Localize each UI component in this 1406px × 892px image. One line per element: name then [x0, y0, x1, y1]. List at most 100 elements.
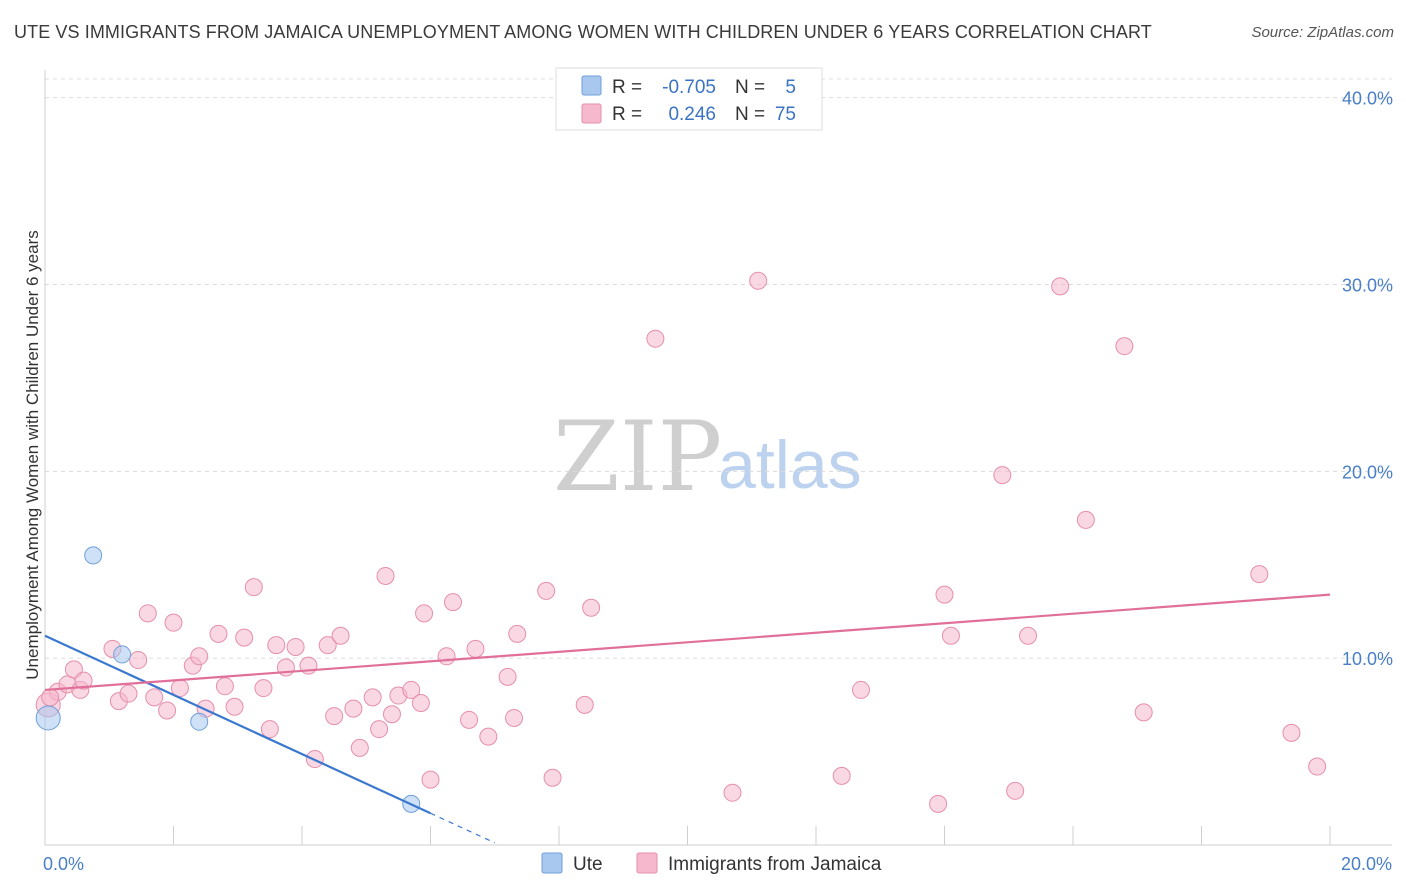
y-tick-label: 20.0%: [1342, 462, 1393, 482]
jamaica-point: [1115, 337, 1134, 356]
series-legend-swatch-jamaica: [636, 852, 658, 874]
chart-title: UTE VS IMMIGRANTS FROM JAMAICA UNEMPLOYM…: [14, 22, 1152, 42]
jamaica-point: [941, 626, 960, 645]
ute-point: [190, 712, 209, 731]
jamaica-point: [415, 604, 434, 623]
jamaica-point: [498, 667, 517, 686]
jamaica-point: [382, 705, 401, 724]
jamaica-point: [543, 768, 562, 787]
jamaica-point: [286, 637, 305, 656]
jamaica-point: [1308, 757, 1327, 776]
jamaica-points: [35, 271, 1327, 813]
x-tick-label-max: 20.0%: [1341, 854, 1392, 874]
jamaica-point: [138, 604, 157, 623]
x-axis-ticks: [44, 826, 1331, 845]
jamaica-point: [1134, 703, 1153, 722]
jamaica-point: [1250, 565, 1269, 584]
ute-point: [35, 705, 61, 731]
jamaica-point: [1282, 723, 1301, 742]
jamaica-point: [254, 679, 273, 698]
jamaica-point: [376, 566, 395, 585]
jamaica-point: [421, 770, 440, 789]
jamaica-point: [851, 680, 870, 699]
jamaica-point: [235, 628, 254, 647]
series-legend-label-jamaica: Immigrants from Jamaica: [668, 854, 882, 875]
jamaica-point: [41, 688, 60, 707]
y-axis-label: Unemployment Among Women with Children U…: [23, 230, 42, 679]
series-legend: Ute Immigrants from Jamaica: [541, 852, 882, 875]
jamaica-point: [402, 680, 421, 699]
jamaica-point: [443, 593, 462, 612]
jamaica-point: [479, 727, 498, 746]
jamaica-point: [74, 671, 93, 690]
legend-n-label-jamaica: N =: [735, 104, 765, 125]
jamaica-point: [363, 688, 382, 707]
jamaica-point: [119, 684, 138, 703]
jamaica-point: [1076, 510, 1095, 529]
series-legend-label-ute: Ute: [573, 854, 603, 875]
jamaica-point: [993, 466, 1012, 485]
jamaica-point: [325, 707, 344, 726]
jamaica-point: [158, 701, 177, 720]
jamaica-point: [215, 677, 234, 696]
jamaica-point: [749, 271, 768, 290]
ute-points: [35, 546, 421, 813]
jamaica-point: [331, 626, 350, 645]
jamaica-point: [190, 647, 209, 666]
stats-legend: R = -0.705 N = 5 R = 0.246 N = 75: [555, 67, 823, 131]
jamaica-point: [225, 697, 244, 716]
y-tick-label: 10.0%: [1342, 649, 1393, 669]
jamaica-point: [344, 699, 363, 718]
jamaica-point: [411, 694, 430, 713]
jamaica-point: [646, 329, 665, 348]
y-tick-label: 30.0%: [1342, 276, 1393, 296]
source-label: Source: ZipAtlas.com: [1251, 24, 1394, 41]
jamaica-point: [244, 578, 263, 597]
y-tick-label: 40.0%: [1342, 89, 1393, 109]
jamaica-point: [209, 624, 228, 643]
jamaica-point: [935, 585, 954, 604]
watermark-zip: ZIP: [553, 401, 722, 513]
jamaica-point: [582, 598, 601, 617]
jamaica-point: [350, 738, 369, 757]
watermark-atlas: atlas: [718, 427, 862, 503]
jamaica-point: [370, 720, 389, 739]
jamaica-point: [575, 695, 594, 714]
jamaica-point: [1006, 781, 1025, 800]
jamaica-point: [1019, 626, 1038, 645]
jamaica-point: [723, 783, 742, 802]
jamaica-point: [460, 710, 479, 729]
jamaica-point: [267, 636, 286, 655]
legend-swatch-jamaica: [581, 103, 602, 124]
jamaica-trend-line: [44, 593, 1331, 692]
series-legend-swatch-ute: [541, 852, 563, 874]
legend-r-value-ute: -0.705: [662, 77, 716, 98]
ute-point: [84, 546, 103, 565]
legend-r-value-jamaica: 0.246: [668, 104, 716, 125]
legend-r-label-jamaica: R =: [612, 104, 642, 125]
jamaica-point: [508, 624, 527, 643]
jamaica-point: [164, 613, 183, 632]
x-tick-label-min: 0.0%: [43, 854, 84, 874]
jamaica-point: [832, 766, 851, 785]
legend-swatch-ute: [581, 75, 602, 96]
legend-n-label-ute: N =: [735, 77, 765, 98]
jamaica-point: [505, 708, 524, 727]
ute-trend-line: [44, 634, 431, 815]
jamaica-point: [466, 639, 485, 658]
jamaica-point: [260, 720, 279, 739]
jamaica-point: [129, 651, 148, 670]
jamaica-point: [318, 636, 337, 655]
legend-r-label-ute: R =: [612, 77, 642, 98]
jamaica-point: [437, 647, 456, 666]
legend-n-value-jamaica: 75: [775, 104, 796, 125]
ute-trend-extension: [430, 812, 496, 844]
grid-lines: [45, 78, 1392, 659]
jamaica-point: [537, 581, 556, 600]
jamaica-point: [145, 688, 164, 707]
legend-n-value-ute: 5: [785, 77, 796, 98]
jamaica-point: [1051, 277, 1070, 296]
y-tick-labels: 10.0% 20.0% 30.0% 40.0%: [1342, 89, 1393, 669]
trend-lines: [44, 593, 1331, 844]
